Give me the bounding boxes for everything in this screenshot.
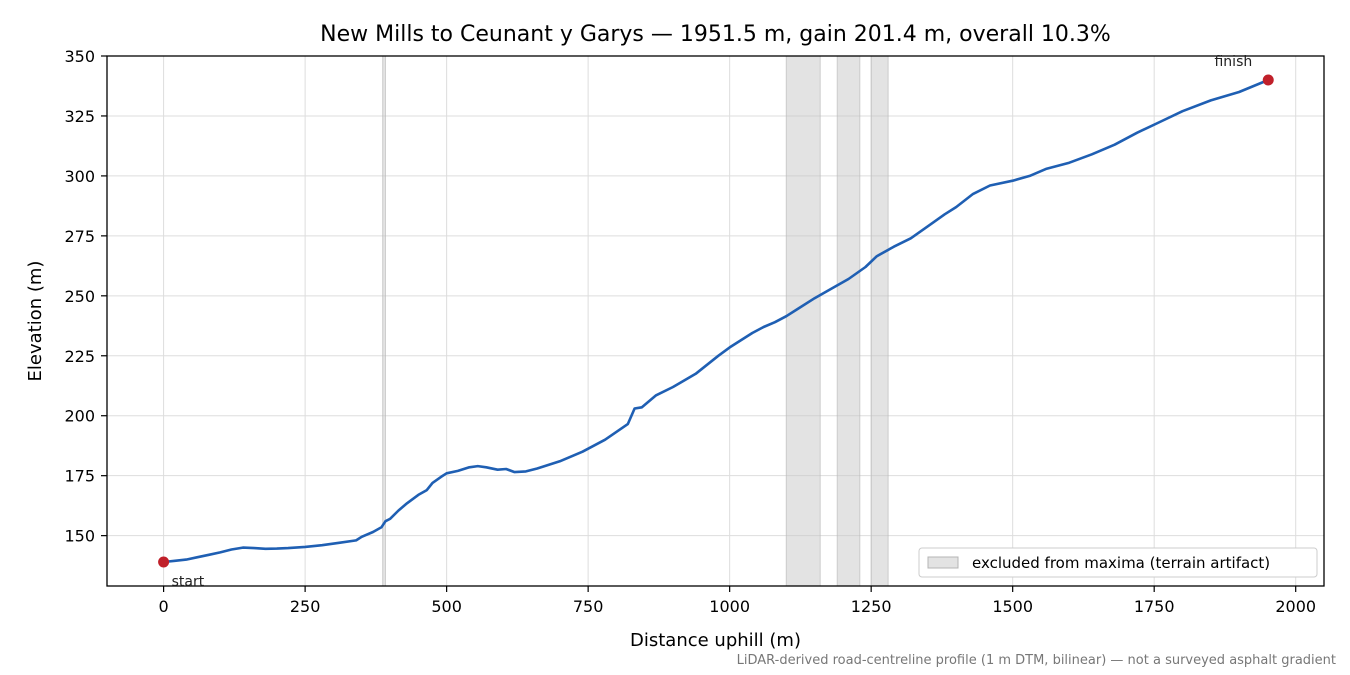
legend-label: excluded from maxima (terrain artifact) bbox=[972, 554, 1270, 572]
elevation-line bbox=[162, 78, 1270, 564]
x-tick-label: 1750 bbox=[1134, 597, 1175, 616]
endpoints bbox=[158, 74, 1274, 568]
y-tick-label: 200 bbox=[64, 407, 95, 426]
annotations: start finish bbox=[172, 54, 1253, 590]
y-tick-label: 225 bbox=[64, 347, 95, 366]
y-tick-label: 250 bbox=[64, 287, 95, 306]
gridlines bbox=[107, 55, 1324, 586]
x-tick-label: 2000 bbox=[1275, 597, 1316, 616]
excluded-band bbox=[382, 55, 386, 587]
x-tick-label: 0 bbox=[159, 597, 169, 616]
axis-ticks: 0 250 500 750 1000 1250 1500 1750 2000 150 175 200 2… bbox=[64, 47, 1316, 616]
x-tick-label: 1000 bbox=[709, 597, 750, 616]
legend: excluded from maxima (terrain artifact) bbox=[918, 547, 1318, 578]
start-point bbox=[158, 556, 170, 568]
x-tick-label: 750 bbox=[573, 597, 604, 616]
x-tick-label: 250 bbox=[290, 597, 321, 616]
y-tick-label: 150 bbox=[64, 527, 95, 546]
footnote: LiDAR-derived road-centreline profile (1… bbox=[737, 653, 1336, 668]
y-axis-label: Elevation (m) bbox=[25, 261, 46, 382]
x-axis-label: Distance uphill (m) bbox=[630, 630, 801, 651]
y-tick-label: 300 bbox=[64, 167, 95, 186]
x-tick-label: 1250 bbox=[851, 597, 892, 616]
legend-swatch bbox=[927, 556, 959, 569]
finish-label: finish bbox=[1214, 54, 1252, 70]
y-tick-label: 350 bbox=[64, 47, 95, 66]
excluded-band bbox=[870, 55, 889, 587]
series bbox=[162, 78, 1270, 564]
y-tick-label: 275 bbox=[64, 227, 95, 246]
finish-point bbox=[1262, 74, 1274, 86]
excluded-band bbox=[836, 55, 861, 587]
excluded-band bbox=[785, 55, 821, 587]
chart-title: New Mills to Ceunant y Garys — 1951.5 m,… bbox=[320, 22, 1111, 47]
start-label: start bbox=[172, 574, 205, 590]
x-tick-label: 1500 bbox=[992, 597, 1033, 616]
y-tick-label: 175 bbox=[64, 467, 95, 486]
y-tick-label: 325 bbox=[64, 107, 95, 126]
x-tick-label: 500 bbox=[431, 597, 462, 616]
excluded-bands bbox=[382, 55, 889, 587]
plot-frame bbox=[106, 55, 1325, 587]
legend-frame bbox=[918, 547, 1318, 578]
